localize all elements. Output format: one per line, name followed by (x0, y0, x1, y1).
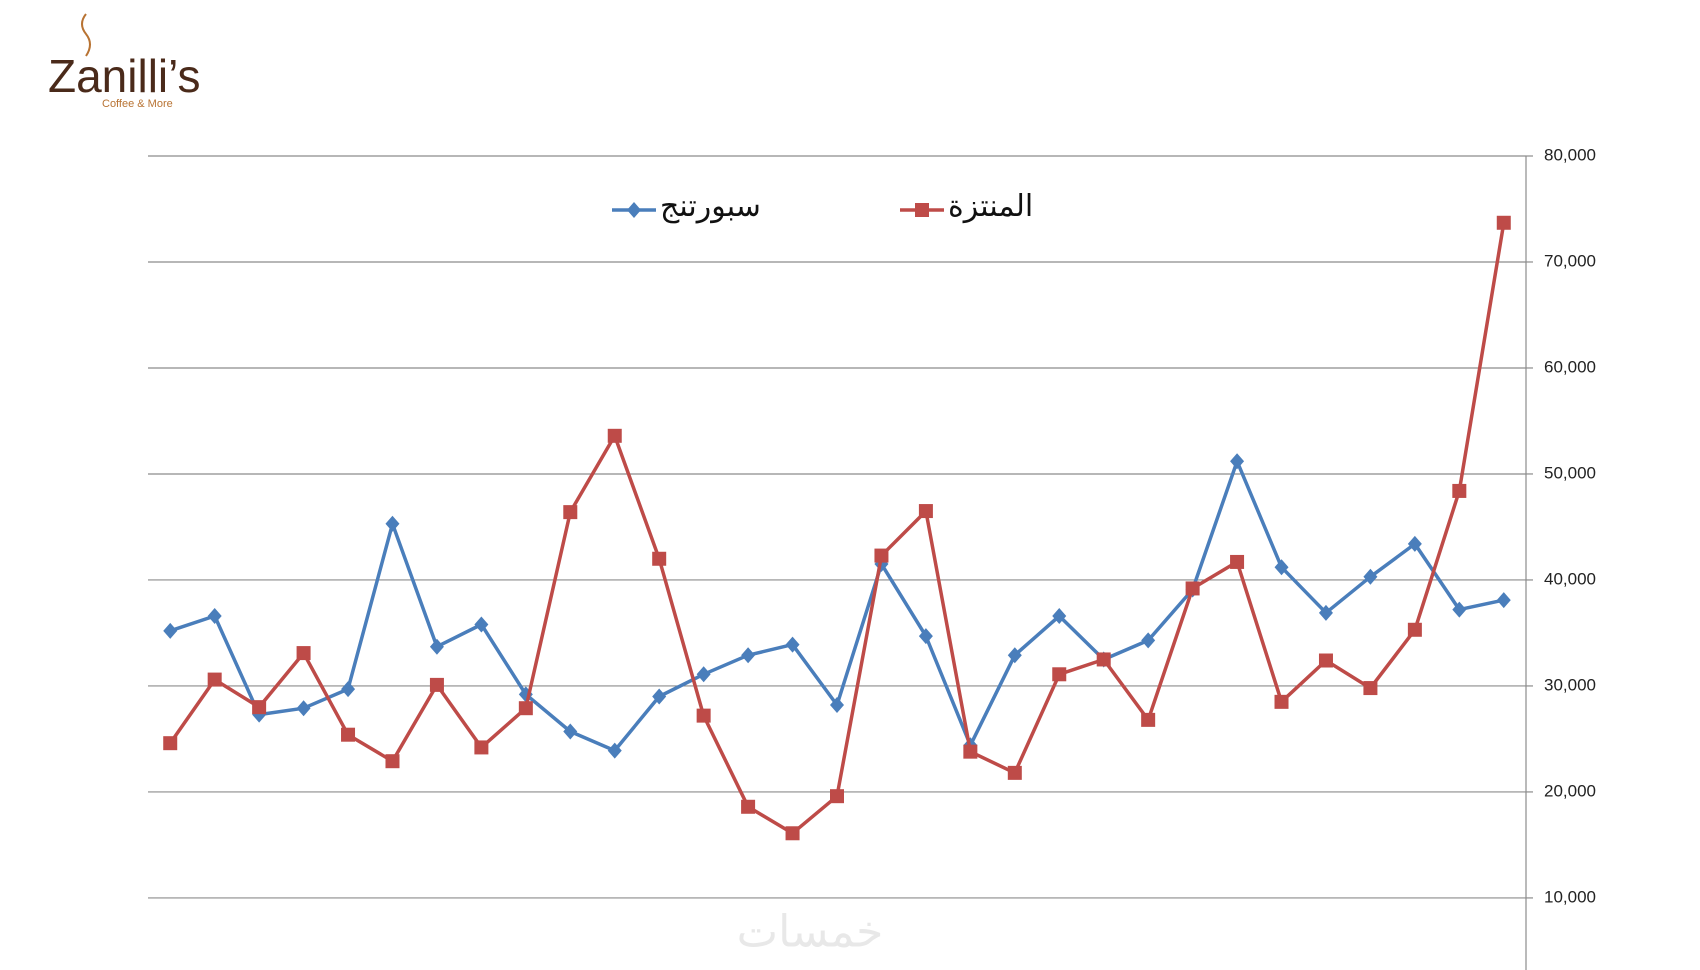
data-point (163, 736, 178, 751)
y-tick-label: 80,000 (1544, 145, 1596, 164)
data-point (341, 681, 356, 698)
y-tick-label: 20,000 (1544, 781, 1596, 800)
data-point (207, 607, 222, 624)
data-point (385, 754, 400, 769)
data-point (296, 700, 311, 717)
logo-steam (81, 13, 91, 57)
data-point (785, 636, 800, 653)
data-point (1096, 652, 1111, 667)
data-point (207, 672, 222, 687)
legend-label: المنتزة (948, 190, 1033, 223)
data-point (1363, 681, 1378, 696)
data-point (607, 428, 622, 443)
data-point (741, 799, 756, 814)
data-point (652, 551, 667, 566)
data-point (696, 708, 711, 723)
data-point (830, 789, 844, 804)
data-point (830, 697, 844, 714)
data-point (429, 638, 444, 655)
data-point (1230, 554, 1245, 569)
data-point (1363, 568, 1378, 585)
data-point (563, 505, 578, 520)
data-point (1274, 694, 1289, 709)
logo-tagline: Coffee & More (102, 98, 173, 110)
data-point (385, 515, 400, 532)
data-point (341, 727, 356, 742)
data-point (741, 647, 756, 664)
data-point (1496, 592, 1511, 609)
y-tick-label: 10,000 (1544, 887, 1596, 906)
data-point (1052, 607, 1067, 624)
data-point (296, 646, 311, 661)
data-point (563, 723, 578, 740)
data-point (1007, 647, 1022, 664)
data-point (518, 701, 533, 716)
data-point (1452, 601, 1467, 618)
data-point (1318, 653, 1333, 668)
y-tick-label: 30,000 (1544, 675, 1596, 694)
data-point (652, 688, 667, 705)
y-tick-label: 60,000 (1544, 357, 1596, 376)
data-point (163, 622, 178, 639)
legend-marker (627, 202, 641, 218)
data-point (1407, 535, 1422, 552)
data-point (1052, 667, 1067, 682)
data-point (1274, 559, 1289, 576)
data-point (1230, 453, 1245, 470)
data-point (474, 740, 489, 755)
data-point (1141, 632, 1156, 649)
data-point (918, 628, 933, 645)
data-point (1141, 712, 1156, 727)
y-tick-label: 70,000 (1544, 251, 1596, 270)
logo-name: Zanilli’s (48, 50, 201, 102)
data-point (607, 742, 622, 759)
data-point (874, 548, 889, 563)
y-tick-label: 40,000 (1544, 569, 1596, 588)
data-point (252, 700, 267, 715)
data-point (918, 504, 933, 519)
data-point (429, 677, 444, 692)
y-tick-label: 50,000 (1544, 463, 1596, 482)
data-point (474, 616, 489, 633)
watermark: خمسات (737, 908, 884, 957)
legend-label: سبورتنج (660, 190, 761, 224)
data-point (1318, 604, 1333, 621)
data-point (1007, 765, 1022, 780)
data-point (696, 666, 711, 683)
legend-marker (915, 203, 929, 217)
data-point (785, 826, 800, 841)
data-point (1185, 581, 1200, 596)
data-point (1452, 483, 1467, 498)
data-point (963, 744, 978, 759)
data-point (1407, 622, 1422, 637)
data-point (1496, 215, 1511, 230)
